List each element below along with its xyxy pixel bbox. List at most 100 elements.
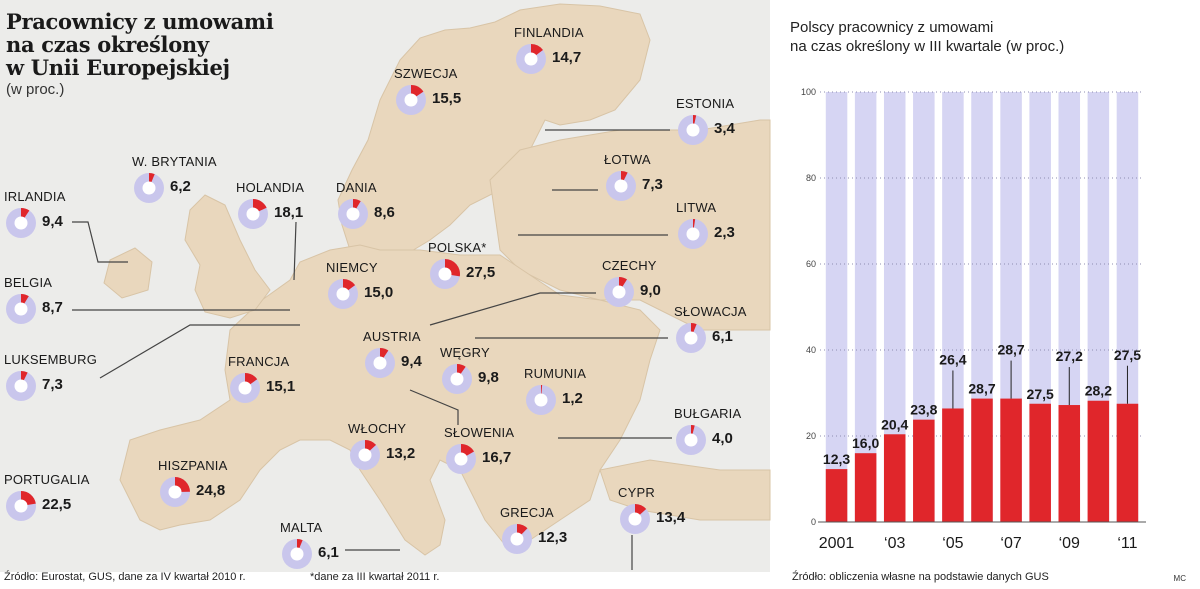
bar bbox=[854, 453, 877, 522]
country-marker: WĘGRY 9,8 bbox=[440, 345, 610, 405]
country-marker: BELGIA 8,7 bbox=[4, 275, 174, 335]
pie-mark bbox=[160, 477, 190, 507]
country-value: 24,8 bbox=[196, 482, 226, 499]
bar-value-label: 28,7 bbox=[997, 342, 1024, 358]
country-name: WĘGRY bbox=[440, 345, 490, 360]
pie-hole bbox=[614, 179, 628, 193]
country-value: 6,2 bbox=[170, 178, 191, 195]
x-tick-label: ‘11 bbox=[1117, 535, 1137, 552]
bar-value-label: 26,4 bbox=[939, 351, 966, 367]
map-land-anatolia bbox=[599, 459, 771, 521]
bar bbox=[1058, 405, 1081, 522]
country-name: FINLANDIA bbox=[514, 25, 584, 40]
country-name: RUMUNIA bbox=[524, 366, 587, 381]
country-name: LUKSEMBURG bbox=[4, 352, 98, 367]
leader-slowenia bbox=[409, 389, 459, 425]
country-marker: LITWA 2,3 bbox=[676, 200, 846, 260]
pie-hole bbox=[14, 216, 28, 230]
country-name: AUSTRIA bbox=[363, 329, 421, 344]
country-name: MALTA bbox=[280, 520, 323, 535]
pie-hole bbox=[686, 123, 700, 137]
country-value: 15,0 bbox=[364, 284, 394, 301]
country-value: 15,1 bbox=[266, 378, 296, 395]
country-name: PORTUGALIA bbox=[4, 472, 90, 487]
pie-mark bbox=[282, 539, 312, 569]
pie-mark bbox=[6, 371, 36, 401]
bar-chart-title: Polscy pracownicy z umowami na czas okre… bbox=[790, 19, 1065, 55]
country-value: 16,7 bbox=[482, 449, 512, 466]
country-value: 2,3 bbox=[714, 224, 735, 241]
bar-value-label: 16,0 bbox=[852, 435, 879, 451]
country-value: 8,6 bbox=[374, 204, 395, 221]
country-marker: SŁOWENIA 16,7 bbox=[444, 425, 614, 485]
bar-source: Źródło: obliczenia własne na podstawie d… bbox=[792, 571, 1049, 583]
leader-luksemburg bbox=[99, 324, 300, 379]
country-value: 9,4 bbox=[401, 353, 422, 370]
country-marker: FRANCJA 15,1 bbox=[228, 354, 398, 414]
country-value: 18,1 bbox=[274, 204, 304, 221]
pie-mark bbox=[678, 115, 708, 145]
pie-mark bbox=[604, 277, 634, 307]
leader-lines bbox=[72, 129, 672, 570]
pie-hole bbox=[14, 302, 28, 316]
x-tick-label: ‘07 bbox=[1000, 535, 1021, 552]
country-name: LITWA bbox=[676, 200, 717, 215]
credit: MC bbox=[1173, 574, 1186, 583]
bar-value-label: 20,4 bbox=[881, 416, 908, 432]
bar bbox=[913, 419, 935, 522]
bar-background bbox=[854, 92, 877, 522]
y-tick-label: 20 bbox=[806, 431, 816, 441]
pie-hole bbox=[14, 379, 28, 393]
country-value: 13,2 bbox=[386, 445, 416, 462]
pie-hole bbox=[524, 52, 538, 66]
country-value: 9,4 bbox=[42, 213, 63, 230]
pie-mark bbox=[134, 173, 164, 203]
map-subtitle: (w proc.) bbox=[6, 81, 65, 98]
country-marker: RUMUNIA 1,2 bbox=[524, 366, 694, 426]
pie-hole bbox=[612, 285, 626, 299]
x-tick-label: ‘09 bbox=[1059, 535, 1080, 552]
pie-hole bbox=[290, 547, 304, 561]
y-tick-label: 40 bbox=[806, 345, 816, 355]
country-marker: FINLANDIA 14,7 bbox=[514, 25, 684, 85]
country-name: NIEMCY bbox=[326, 260, 378, 275]
pie-hole bbox=[168, 485, 182, 499]
y-tick-label: 100 bbox=[801, 87, 816, 97]
pie-hole bbox=[510, 532, 524, 546]
country-value: 13,4 bbox=[656, 509, 686, 526]
bar-value-label: 28,2 bbox=[1085, 383, 1112, 399]
country-name: SŁOWACJA bbox=[674, 304, 747, 319]
country-name: CYPR bbox=[618, 485, 655, 500]
pie-mark bbox=[6, 208, 36, 238]
country-marker: ESTONIA 3,4 bbox=[676, 96, 846, 156]
bar-value-label: 28,7 bbox=[968, 381, 995, 397]
country-name: BUŁGARIA bbox=[674, 406, 742, 421]
pie-hole bbox=[438, 267, 452, 281]
leader-irlandia bbox=[72, 221, 128, 263]
y-tick-label: 60 bbox=[806, 259, 816, 269]
pie-hole bbox=[684, 331, 698, 345]
pie-mark bbox=[502, 524, 532, 554]
country-value: 7,3 bbox=[642, 176, 663, 193]
pie-mark bbox=[678, 219, 708, 249]
pie-hole bbox=[346, 207, 360, 221]
pie-mark bbox=[676, 425, 706, 455]
country-name: CZECHY bbox=[602, 258, 657, 273]
country-name: SZWECJA bbox=[394, 66, 458, 81]
bar-background bbox=[825, 92, 848, 522]
x-tick-label: ‘03 bbox=[884, 535, 905, 552]
bar-value-label: 27,2 bbox=[1056, 348, 1083, 364]
country-marker: NIEMCY 15,0 bbox=[326, 260, 496, 320]
pie-mark bbox=[676, 323, 706, 353]
pie-hole bbox=[534, 393, 548, 407]
country-name: WŁOCHY bbox=[348, 421, 407, 436]
country-marker: CZECHY 9,0 bbox=[602, 258, 772, 318]
country-value: 27,5 bbox=[466, 264, 496, 281]
country-value: 9,0 bbox=[640, 282, 661, 299]
country-name: SŁOWENIA bbox=[444, 425, 515, 440]
country-name: W. BRYTANIA bbox=[132, 154, 217, 169]
y-tick-label: 80 bbox=[806, 173, 816, 183]
country-marker: SZWECJA 15,5 bbox=[394, 66, 564, 126]
leader-czechy bbox=[429, 292, 596, 326]
pie-mark bbox=[606, 171, 636, 201]
